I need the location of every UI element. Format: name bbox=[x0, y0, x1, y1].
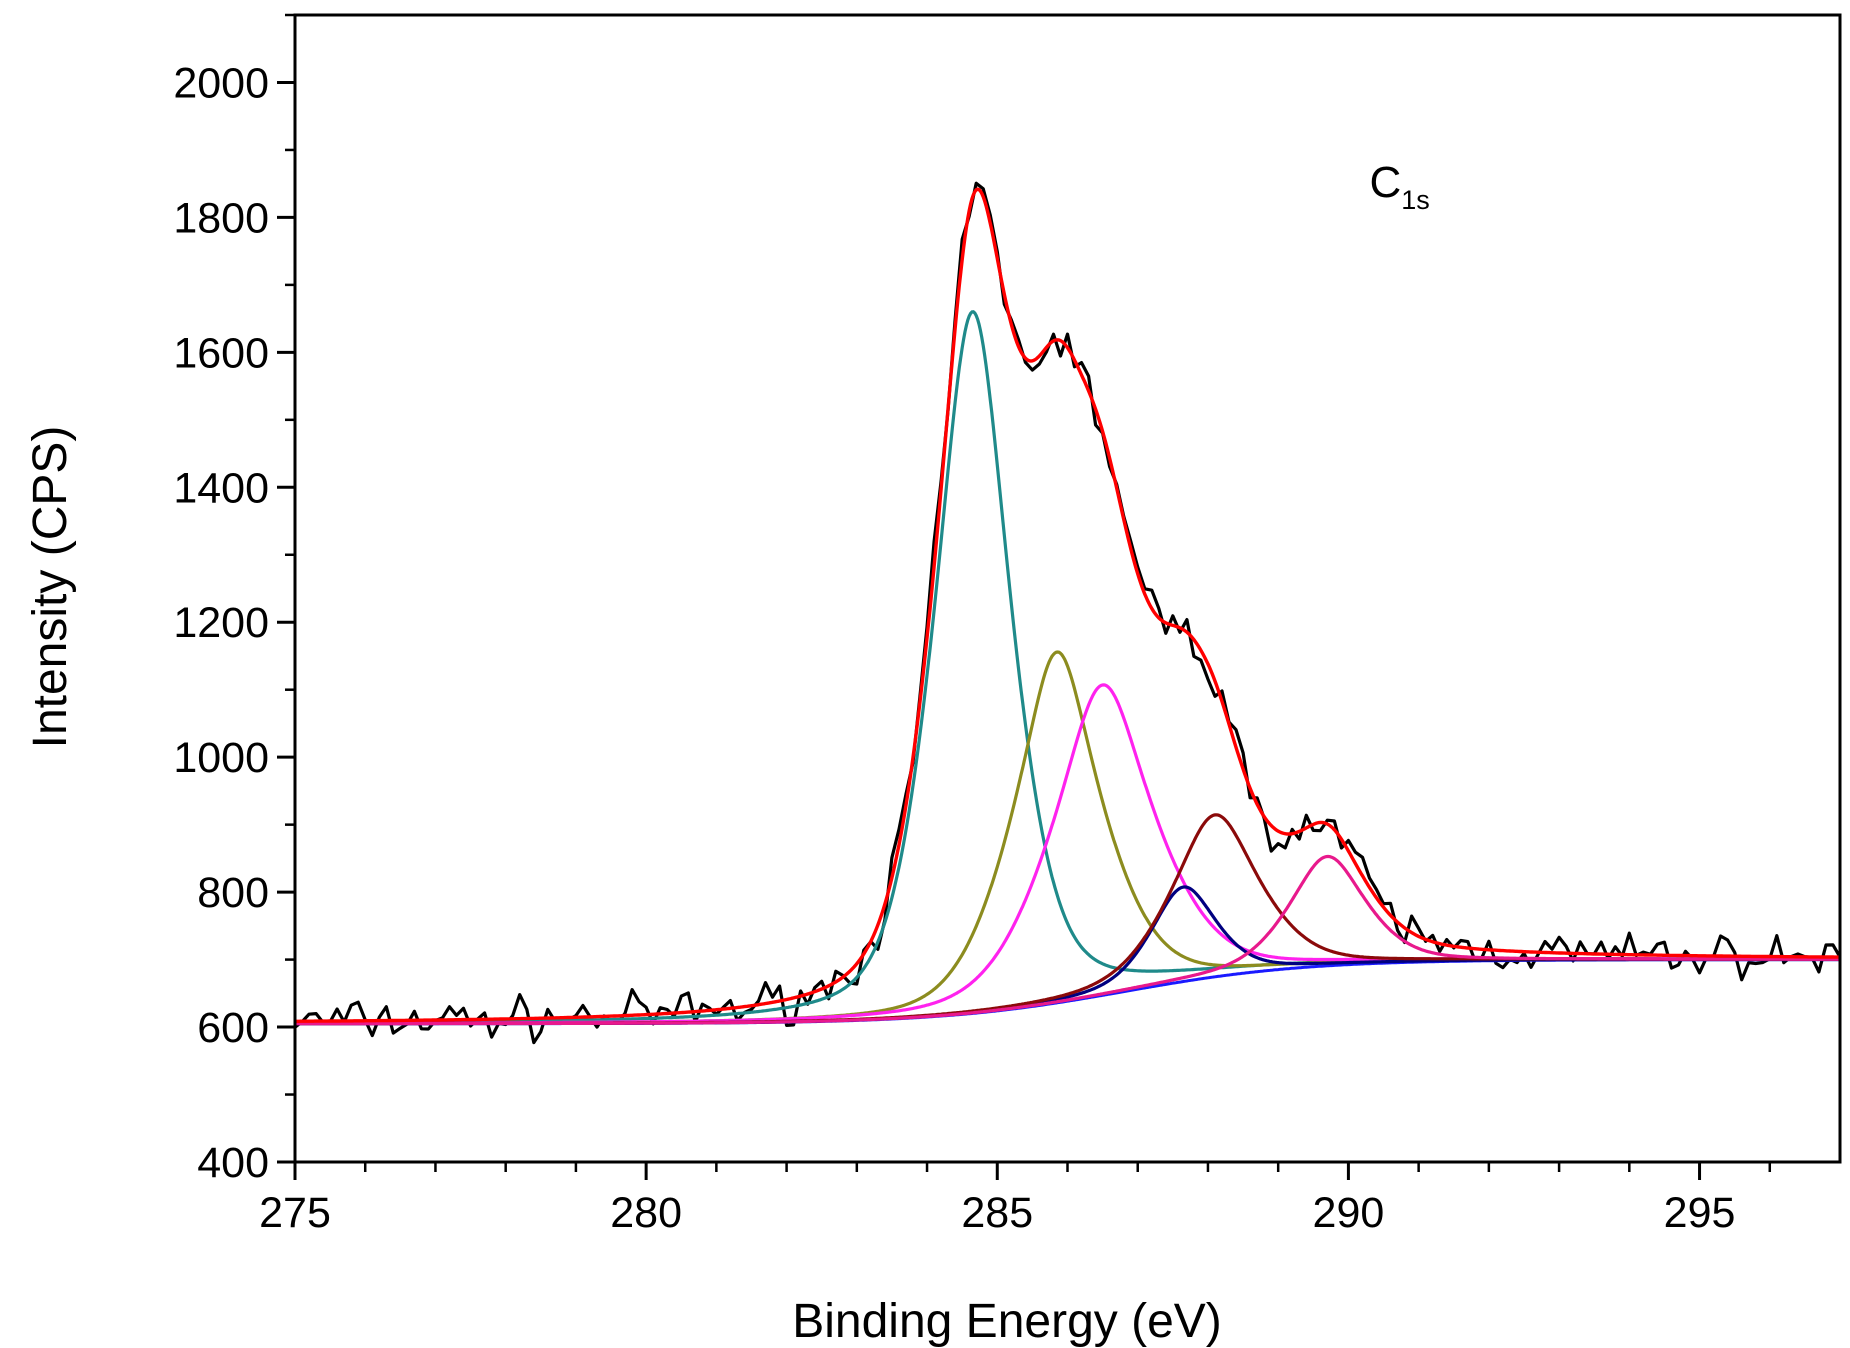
x-tick-label: 280 bbox=[610, 1189, 682, 1237]
annotation-subscript: 1s bbox=[1401, 185, 1430, 215]
component-peak-6 bbox=[295, 854, 1840, 1026]
annotation-main: C bbox=[1369, 158, 1401, 207]
y-tick-label: 1400 bbox=[173, 464, 269, 512]
component-peak-2 bbox=[295, 650, 1840, 1025]
envelope-line bbox=[295, 187, 1840, 1023]
component-peak-3 bbox=[295, 683, 1840, 1025]
y-tick-label: 2000 bbox=[173, 59, 269, 107]
axes: 275 280 285 290 295 400 600 800 1000 1200 1400 1600… bbox=[173, 13, 1842, 1237]
x-tick-label: 290 bbox=[1313, 1189, 1385, 1237]
x-tick-label: 295 bbox=[1664, 1189, 1736, 1237]
y-axis-title: Intensity (CPS) bbox=[24, 426, 77, 749]
x-tick-label: 275 bbox=[259, 1189, 331, 1237]
y-tick-label: 400 bbox=[197, 1139, 269, 1187]
peak-annotation: C1s bbox=[1369, 158, 1429, 215]
y-tick-label: 600 bbox=[197, 1004, 269, 1052]
y-tick-label: 1000 bbox=[173, 734, 269, 782]
y-tick-label: 1200 bbox=[173, 599, 269, 647]
raw-data-line bbox=[294, 181, 1842, 1045]
x-axis-title: Binding Energy (eV) bbox=[792, 1295, 1222, 1348]
y-tick-label: 1800 bbox=[173, 194, 269, 242]
x-tick-label: 285 bbox=[961, 1189, 1033, 1237]
y-tick-label: 1600 bbox=[173, 329, 269, 377]
component-peak-5 bbox=[295, 813, 1840, 1026]
y-tick-label: 800 bbox=[197, 869, 269, 917]
plot-frame bbox=[293, 13, 1842, 1164]
plot-area bbox=[294, 181, 1842, 1045]
